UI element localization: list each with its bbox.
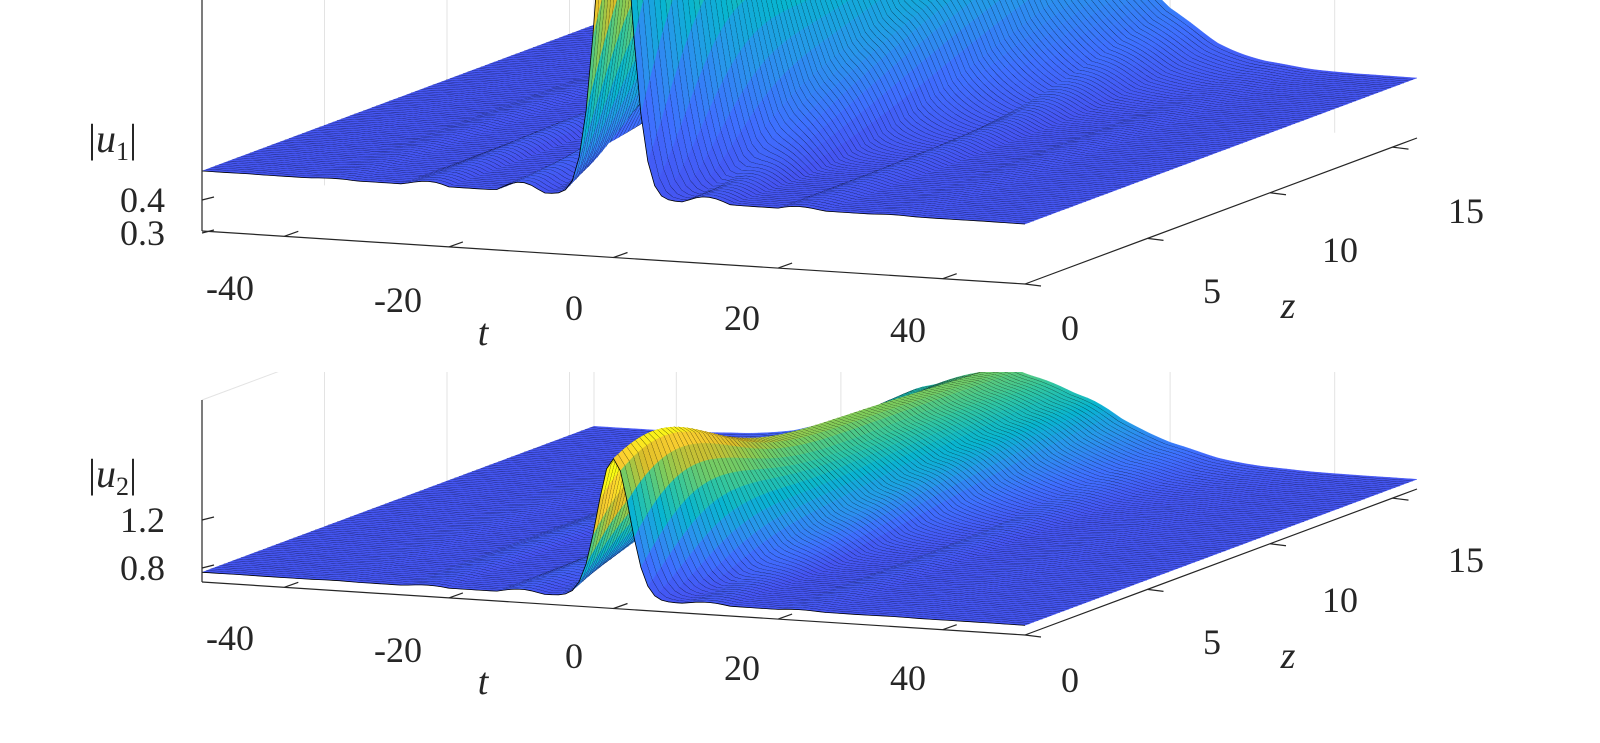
surface-plot-u1-svg: -40 -20 0 20 40 0 5 10 15 0.3 0.4 t z |u…	[88, 0, 1484, 354]
surface-patch	[1125, 0, 1131, 3]
surface-plot-u1: -40 -20 0 20 40 0 5 10 15 0.3 0.4 t z |u…	[88, 0, 1484, 354]
surface-patch	[1070, 0, 1076, 3]
surface-u1	[201, 0, 1418, 225]
